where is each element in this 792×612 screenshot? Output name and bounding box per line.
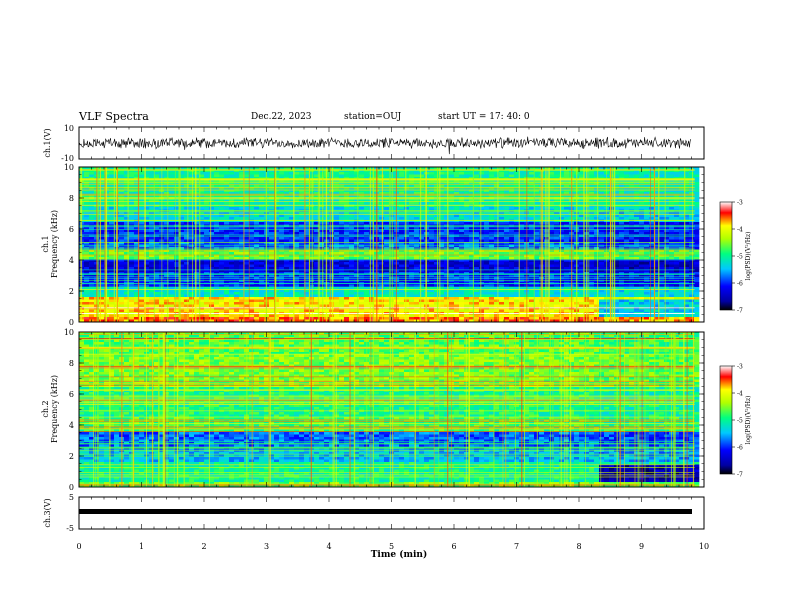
- colorbar-tick-label: -3: [737, 200, 743, 207]
- colorbar-tick-label: -6: [737, 281, 743, 288]
- x-tick-label: 0: [76, 542, 81, 551]
- ch2-colorbar: -3 -4 -5 -6 -7 log(PSD)(V²/Hz): [719, 364, 752, 479]
- chart-title: VLF Spectra: [79, 110, 149, 123]
- colorbar-tick-label: -5: [737, 254, 743, 261]
- colorbar-tick-label: -7: [737, 472, 743, 479]
- ch1-waveform-panel: 10 -10 ch.1(V): [43, 124, 705, 163]
- ch1-colorbar: -3 -4 -5 -6 -7 log(PSD)(V²/Hz): [719, 200, 752, 315]
- ch1-ytick-top: 10: [64, 124, 74, 133]
- ch2-spec-ylabel-channel: ch.2: [41, 400, 50, 417]
- ch1-spectrogram-image: [79, 166, 700, 323]
- ch3-ytick-top: 5: [69, 493, 74, 502]
- freq-tick-label: 0: [69, 318, 74, 327]
- x-tick-label: 1: [139, 542, 144, 551]
- freq-tick-label: 4: [69, 256, 74, 265]
- x-tick-label: 5: [389, 542, 394, 551]
- ch1-ylabel: ch.1(V): [43, 128, 52, 157]
- freq-tick-label: 10: [64, 328, 74, 337]
- freq-tick-label: 6: [69, 390, 74, 399]
- colorbar-tick-label: -6: [737, 445, 743, 452]
- colorbar-tick-label: -4: [737, 227, 743, 234]
- start-time-label: start UT = 17: 40: 0: [438, 112, 530, 122]
- colorbar-tick-label: -4: [737, 391, 743, 398]
- ch1-colorbar-label: log(PSD)(V²/Hz): [745, 232, 752, 281]
- ch3-ytick-bottom: -5: [66, 524, 74, 533]
- station-label: station=OUJ: [344, 112, 402, 122]
- colorbar-tick-label: -3: [737, 364, 743, 371]
- ch1-waveform-trace: [78, 136, 692, 155]
- ch3-waveform-panel: 5 -5 ch.3(V) 0 1 2 3 4 5 6 7 8 9 10 Time (min): [43, 493, 709, 560]
- ch3-waveform-trace: [79, 509, 692, 514]
- colorbar-tick-label: -5: [737, 418, 743, 425]
- ch1-spectrogram-panel: 0 2 4 6 8 10 ch.1 Frequency (kHz): [41, 163, 705, 327]
- x-axis-label: Time (min): [371, 549, 428, 560]
- x-tick-label: 7: [514, 542, 519, 551]
- freq-tick-label: 6: [69, 225, 74, 234]
- freq-tick-label: 10: [64, 163, 74, 172]
- freq-tick-label: 8: [69, 194, 74, 203]
- date-label: Dec.22, 2023: [251, 112, 312, 122]
- ch1-spec-ylabel-frequency: Frequency (kHz): [50, 210, 59, 278]
- freq-tick-label: 4: [69, 421, 74, 430]
- ch3-ylabel: ch.3(V): [43, 498, 52, 527]
- colorbar-tick-label: -7: [737, 308, 743, 315]
- ch2-spectrogram-image: [79, 332, 700, 488]
- freq-tick-label: 8: [69, 359, 74, 368]
- x-tick-label: 2: [201, 542, 206, 551]
- ch2-colorbar-label: log(PSD)(V²/Hz): [745, 396, 752, 445]
- freq-tick-label: 0: [69, 483, 74, 492]
- ch1-spec-ylabel-channel: ch.1: [41, 235, 50, 252]
- x-tick-label: 10: [699, 542, 709, 551]
- x-tick-label: 4: [326, 542, 331, 551]
- x-tick-label: 3: [264, 542, 269, 551]
- freq-tick-label: 2: [69, 287, 74, 296]
- x-tick-label: 9: [639, 542, 644, 551]
- ch2-spec-ylabel-frequency: Frequency (kHz): [50, 375, 59, 443]
- ch2-spectrogram-panel: 0 2 4 6 8 10 ch.2 Frequency (kHz): [41, 328, 705, 492]
- freq-tick-label: 2: [69, 452, 74, 461]
- x-tick-label: 8: [576, 542, 581, 551]
- x-tick-label: 6: [451, 542, 456, 551]
- ch1-ytick-bottom: -10: [61, 154, 74, 163]
